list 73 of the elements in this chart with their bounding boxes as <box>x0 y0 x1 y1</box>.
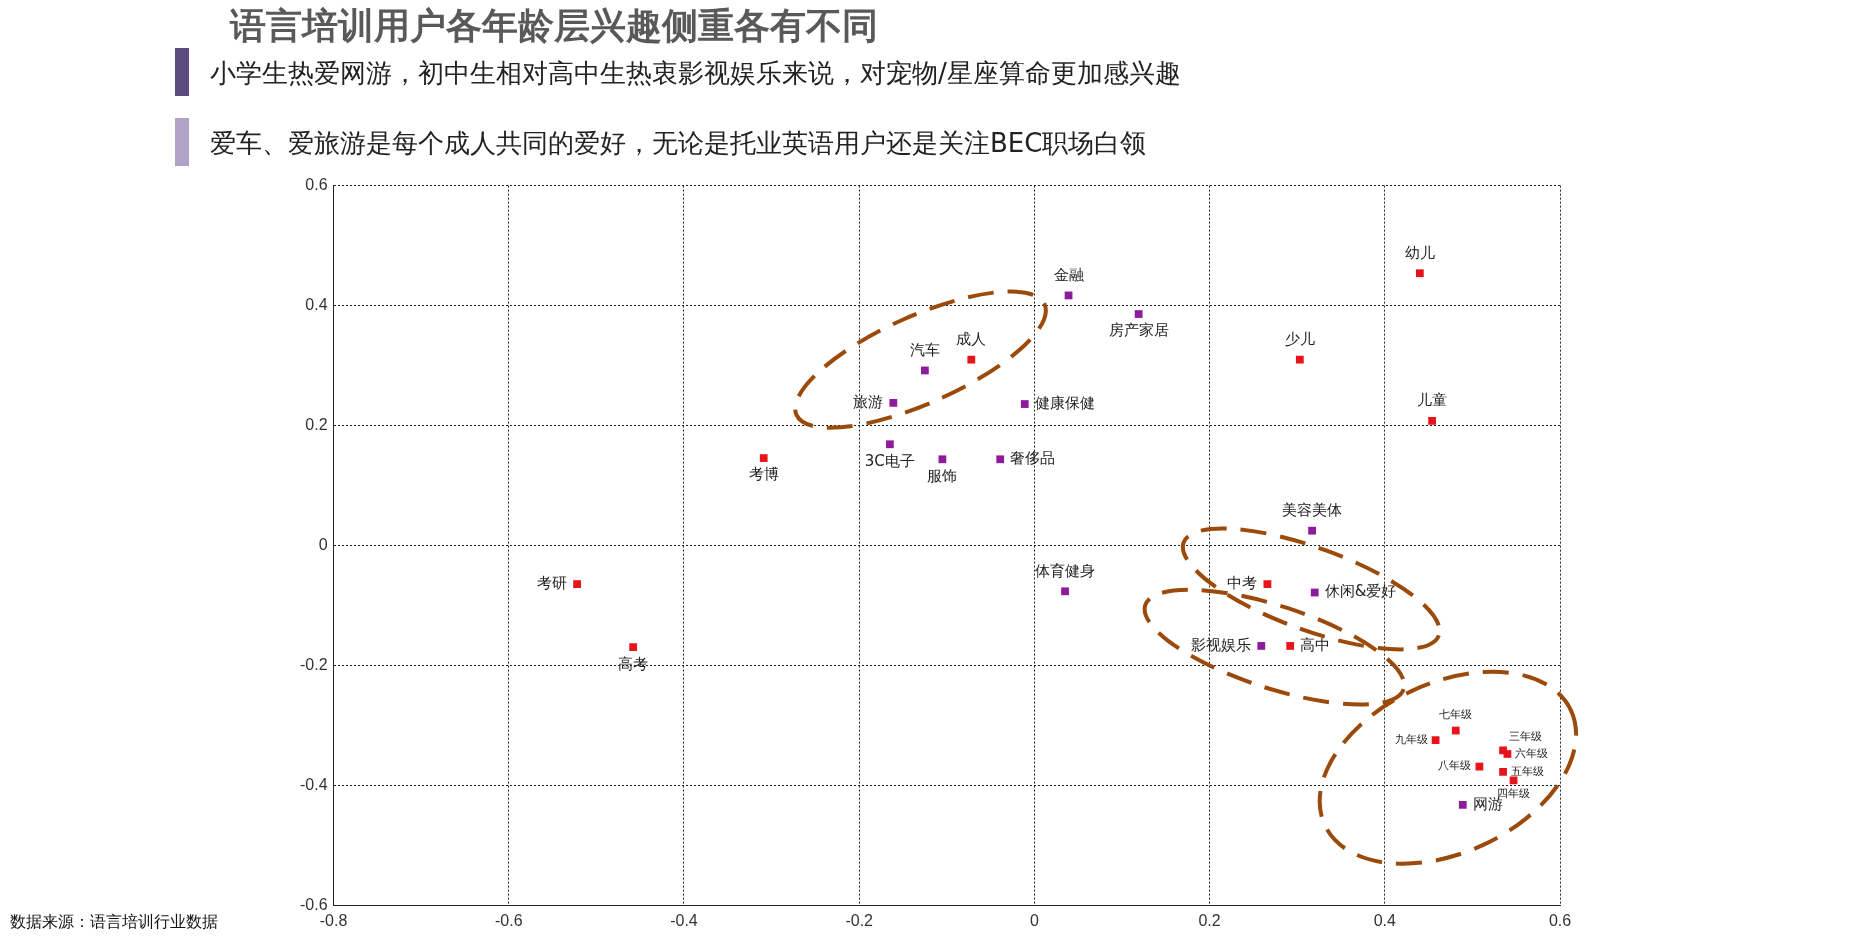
annotation: 旅游 <box>853 392 884 411</box>
annotation: 奢侈品 <box>1010 449 1056 468</box>
point <box>573 580 581 588</box>
annotation: 高中 <box>1300 635 1331 654</box>
x-tick-label: -0.6 <box>494 911 523 929</box>
point <box>1458 801 1467 809</box>
point <box>1499 768 1507 776</box>
point <box>629 643 638 652</box>
annotation: 四年级 <box>1497 786 1531 800</box>
annotation: 汽车 <box>909 340 940 359</box>
annotation: 健康保健 <box>1034 393 1095 412</box>
annotation: 幼儿 <box>1404 243 1435 262</box>
annotation: 服饰 <box>927 466 958 485</box>
annotation: 三年级 <box>1509 729 1543 743</box>
x-tick-label: 0 <box>1029 911 1039 929</box>
annotation: 金融 <box>1053 265 1084 284</box>
point <box>1020 400 1029 408</box>
point <box>996 455 1005 464</box>
y-tick-label: -0.6 <box>299 896 328 914</box>
chart-title: 语言培训用户各年龄层兴趣侧重各有不同 <box>230 4 878 48</box>
chart-subtitle: 小学生热爱网游，初中生相对高中生热衷影视娱乐来说，对宠物/星座算命更加感兴趣 <box>210 57 1181 90</box>
annotation: 体育健身 <box>1035 561 1096 580</box>
y-tick-label: 0 <box>318 536 328 554</box>
annotation: 影视娱乐 <box>1191 635 1252 654</box>
annotation: 八年级 <box>1438 759 1472 773</box>
point <box>1134 310 1143 318</box>
point <box>1061 587 1069 596</box>
x-tick-label: -0.4 <box>670 911 698 929</box>
point <box>1509 776 1518 785</box>
y-tick-label: -0.2 <box>299 656 328 674</box>
point <box>1286 642 1295 650</box>
annotation: 少儿 <box>1284 330 1315 349</box>
text: 爱车、爱旅游是每个成人共同的爱好，无论是托业英语用户还是关注BEC职场白领 <box>210 127 1147 160</box>
x-tick-label: -0.2 <box>845 911 874 929</box>
annotation: 美容美体 <box>1282 501 1343 520</box>
annotation: 七年级 <box>1439 707 1473 721</box>
point <box>1295 355 1304 364</box>
point <box>1451 726 1460 735</box>
y-tick-label: 0.6 <box>305 176 328 194</box>
point <box>1263 580 1272 588</box>
point <box>759 454 768 462</box>
annotation: 成人 <box>956 330 987 349</box>
point <box>1431 736 1440 745</box>
annotation: 中考 <box>1227 574 1258 592</box>
annotation: 高考 <box>618 654 649 673</box>
point <box>1310 588 1319 597</box>
point <box>1428 416 1436 425</box>
point <box>1308 526 1316 535</box>
annotation: 考研 <box>537 574 568 592</box>
x-tick-label: -0.8 <box>319 911 348 929</box>
source-note: 数据来源：语言培训行业数据 <box>10 912 218 933</box>
point <box>938 455 947 464</box>
y-tick-label: 0.4 <box>305 296 328 314</box>
x-tick-label: 0.2 <box>1198 911 1221 929</box>
point <box>885 440 894 449</box>
annotation: 九年级 <box>1394 733 1428 747</box>
point <box>1415 269 1424 278</box>
point <box>1257 642 1266 650</box>
point <box>889 398 898 407</box>
y-tick-label: -0.4 <box>299 776 328 794</box>
annotation: 休闲&爱好 <box>1324 582 1397 601</box>
y-tick-label: 0.2 <box>305 416 328 434</box>
x-tick-label: 0.4 <box>1373 911 1397 929</box>
annotation: 房产家居 <box>1108 321 1169 340</box>
annotation: 五年级 <box>1511 764 1545 778</box>
x-tick-label: 0.6 <box>1548 911 1572 929</box>
point <box>1503 750 1512 758</box>
annotation: 六年级 <box>1515 746 1549 760</box>
annotation: 3C电子 <box>864 451 915 470</box>
point <box>967 355 976 364</box>
annotation: 考博 <box>748 465 779 484</box>
point <box>921 366 929 375</box>
annotation: 儿童 <box>1417 391 1448 410</box>
